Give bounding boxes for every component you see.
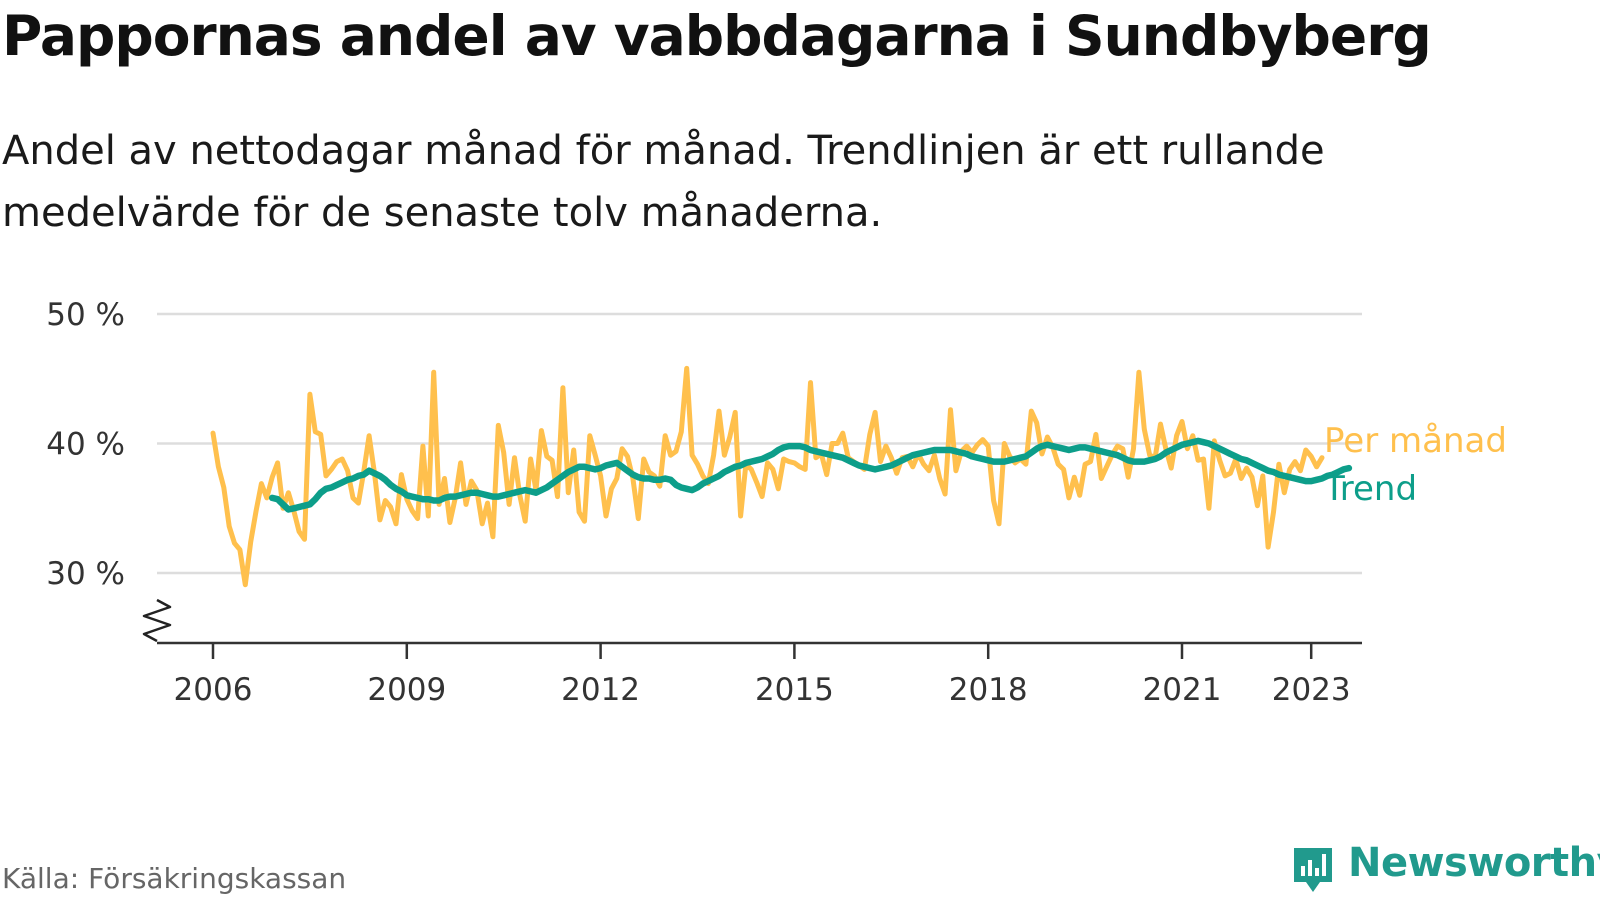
x-tick-label: 2009: [367, 672, 446, 708]
x-tick-label: 2023: [1272, 672, 1351, 708]
chart-subtitle: Andel av nettodagar månad för månad. Tre…: [2, 128, 1325, 236]
series-line-trend: [268, 437, 1353, 513]
legend-label-per-manad: Per månad: [1324, 421, 1507, 461]
x-tick-label: 2006: [174, 672, 253, 708]
chart-title: Pappornas andel av vabbdagarna i Sundbyb…: [2, 4, 1432, 68]
legend-label-trend: Trend: [1323, 469, 1417, 509]
x-tick-label: 2018: [949, 672, 1028, 708]
brand-name: Newsworthy: [1348, 840, 1600, 886]
y-tick-label: 40 %: [46, 427, 125, 463]
y-tick-label: 50 %: [46, 297, 125, 333]
legend: Per månad Trend: [1323, 421, 1507, 509]
x-tick-label: 2012: [561, 672, 640, 708]
x-axis: 2006 2009 2012 2015 2018 2021 2023: [142, 598, 1362, 708]
grid-lines: [157, 312, 1362, 575]
source-note: Källa: Försäkringskassan: [2, 862, 347, 895]
line-chart: 30 % 40 % 50 % 2006 2009 2012 2015 2018 2021 202…: [46, 297, 1507, 708]
newsworthy-logo-icon: [1294, 848, 1332, 892]
x-tick-label: 2015: [755, 672, 834, 708]
y-axis-ticks: 30 % 40 % 50 %: [46, 297, 125, 592]
y-tick-label: 30 %: [46, 556, 125, 592]
series-layer: [210, 365, 1353, 588]
brand-logo: Newsworthy: [1290, 840, 1600, 898]
x-tick-label: 2021: [1143, 672, 1222, 708]
axis-break-icon: [142, 598, 172, 643]
series-line-per-manad: [210, 365, 1325, 588]
